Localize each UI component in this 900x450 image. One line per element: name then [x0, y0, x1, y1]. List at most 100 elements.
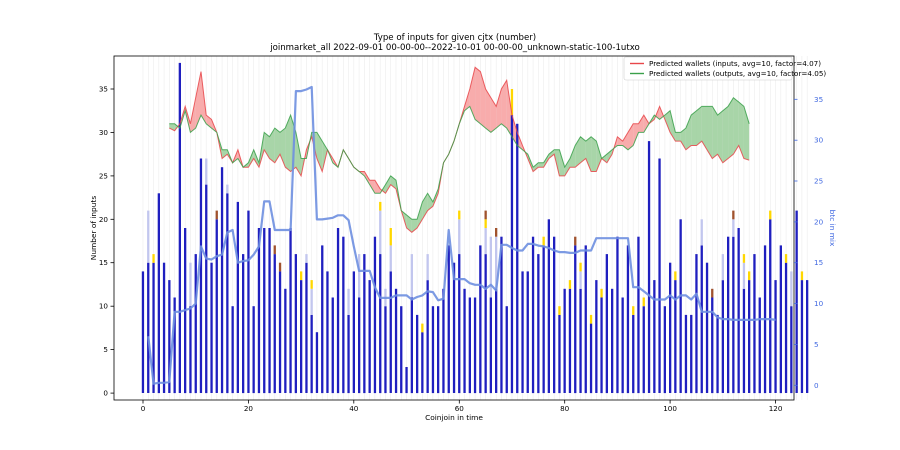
bar-main [537, 254, 540, 394]
outputs-excess-fill [591, 136, 597, 172]
inputs-excess-fill [469, 67, 476, 120]
bar-main [663, 306, 666, 394]
bar-main [516, 123, 519, 394]
chart-subtitle: joinmarket_all 2022-09-01 00-00-00--2022… [269, 43, 640, 53]
bar-brown [215, 210, 218, 220]
bar-main [790, 306, 793, 394]
bar-main [711, 297, 714, 394]
bar-main [152, 262, 155, 393]
inputs-excess-fill [633, 123, 639, 146]
outputs-excess-fill [680, 128, 686, 150]
outputs-excess-fill [385, 175, 391, 194]
bar-main [674, 280, 677, 393]
y-tick-label: 0 [103, 389, 108, 398]
bar-main [526, 271, 529, 393]
bar-main [426, 280, 429, 393]
bar-main [284, 288, 287, 393]
bar-light [721, 254, 724, 281]
bar-main [589, 323, 593, 394]
plot-frame [113, 55, 795, 401]
x-tick-label: 120 [769, 404, 783, 413]
bar-main [236, 201, 239, 393]
bar-main [431, 306, 435, 394]
outputs-excess-fill [717, 110, 723, 163]
outputs-excess-fill [548, 149, 555, 159]
bar-yellow [579, 262, 582, 272]
bar-main [247, 210, 250, 393]
bar-main [600, 297, 603, 394]
outputs-excess-fill [570, 145, 576, 168]
bar-yellow [632, 306, 635, 315]
bar-yellow [800, 271, 804, 281]
btc-in-mix-line [147, 85, 776, 385]
y2-tick-label: 25 [814, 177, 823, 186]
bar-main [563, 288, 566, 393]
bar-main [416, 314, 419, 394]
bar-light [489, 236, 492, 298]
bar-main [278, 271, 282, 393]
bar-main [621, 297, 624, 394]
y2-tick-label: 15 [814, 258, 823, 267]
bar-main [568, 288, 572, 393]
bar-main [716, 314, 719, 394]
bar-main [705, 262, 709, 393]
wallets-outputs-line [169, 96, 750, 220]
x-tick-label: 100 [663, 404, 677, 413]
bar-light [732, 219, 735, 237]
bar-yellow [600, 288, 603, 298]
bar-main [748, 280, 751, 393]
inputs-excess-fill [485, 89, 491, 133]
bar-brown [484, 210, 487, 220]
bar-yellow [748, 271, 751, 281]
bar-main [468, 297, 471, 394]
inputs-excess-fill [643, 115, 649, 133]
bar-main [531, 236, 535, 394]
bar-main [199, 158, 203, 393]
bar-main [452, 262, 456, 393]
bar-light [205, 158, 208, 185]
bar-main [684, 314, 688, 394]
inputs-excess-fill [622, 132, 628, 150]
bar-main [400, 306, 403, 394]
legend-label-inputs: Predicted wallets (inputs, avg=10, facto… [649, 59, 821, 68]
bar-yellow [742, 254, 746, 263]
bar-main [326, 271, 329, 393]
bar-main [784, 262, 788, 393]
bar-main [611, 288, 614, 393]
bar-main [294, 254, 297, 394]
bar-main [558, 314, 561, 394]
outputs-excess-fill [691, 110, 697, 146]
inputs-excess-fill [501, 80, 507, 129]
bar-light [379, 210, 382, 254]
bar-light [495, 236, 498, 289]
bar-main [700, 245, 703, 394]
bar-main [347, 314, 350, 394]
inputs-excess-fill [638, 115, 644, 133]
outputs-excess-fill [322, 141, 328, 172]
bar-main [205, 184, 208, 394]
x-tick-label: 40 [349, 404, 359, 413]
outputs-excess-fill [596, 141, 602, 172]
x-tick-label: 20 [244, 404, 254, 413]
bar-yellow [152, 254, 155, 263]
bar-main [442, 288, 445, 393]
bar-yellow [589, 314, 593, 324]
outputs-excess-fill [707, 106, 713, 159]
bar-main [769, 219, 772, 393]
bar-main [553, 236, 556, 394]
bar-main [753, 254, 756, 394]
bar-yellow [542, 236, 545, 246]
bar-main [806, 280, 809, 393]
inputs-excess-fill [374, 180, 381, 194]
bar-main [189, 306, 192, 394]
bar-main [479, 245, 482, 394]
bar-main [384, 306, 387, 394]
bar-main [273, 254, 276, 394]
bar-main [373, 236, 377, 394]
bar-brown [574, 236, 577, 246]
outputs-excess-fill [533, 162, 539, 172]
x-axis-ticks: 0 20 40 60 80 100 120 [141, 400, 783, 413]
outputs-excess-fill [712, 106, 718, 159]
bar-yellow [784, 254, 788, 263]
bar-main [484, 254, 487, 394]
